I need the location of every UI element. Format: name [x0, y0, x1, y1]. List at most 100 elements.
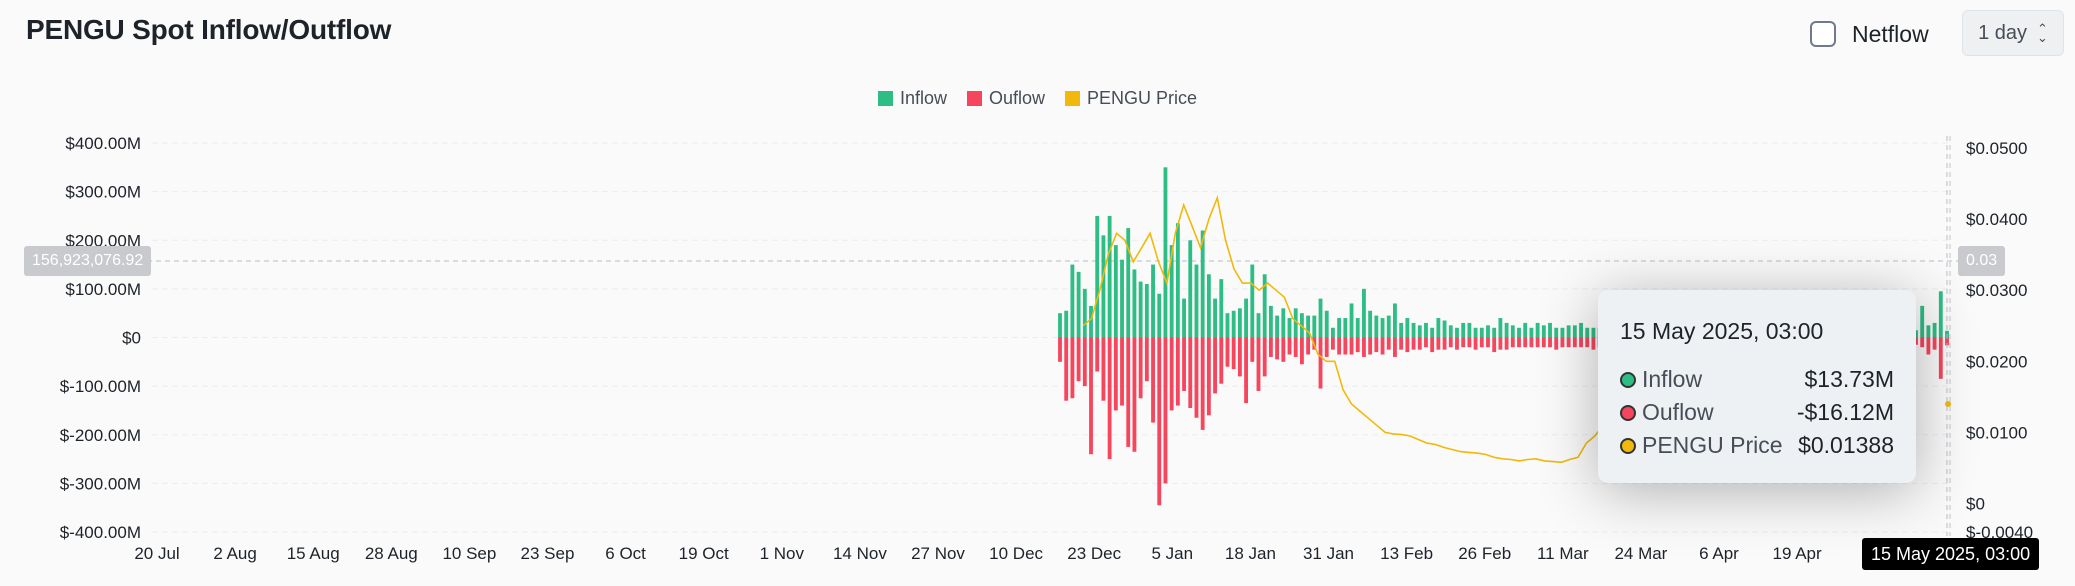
inflow-bar [1579, 322, 1583, 338]
inflow-bar [1380, 318, 1385, 338]
legend-item-inflow[interactable]: Inflow [877, 88, 947, 109]
outflow-bar [1510, 337, 1515, 348]
inflow-bar [1585, 327, 1590, 338]
x-tick-label: 23 Dec [1067, 544, 1121, 563]
chart-legend: Inflow Ouflow PENGU Price [0, 88, 2075, 109]
inflow-bar [1938, 291, 1943, 338]
outflow-bar [1436, 337, 1441, 350]
inflow-bar [1070, 264, 1075, 338]
tooltip-label-inflow: Inflow [1642, 366, 1703, 392]
inflow-bar [1926, 325, 1931, 338]
y-tick-label: $-200.00M [60, 426, 141, 445]
y-tick-label: $400.00M [65, 134, 141, 153]
outflow-bar [1523, 337, 1528, 348]
outflow-bar [1926, 337, 1931, 355]
outflow-bar [1293, 337, 1298, 357]
interval-value: 1 day [1978, 21, 2028, 44]
inflow-bar [1182, 298, 1186, 338]
y-tick-label: $300.00M [65, 183, 141, 202]
price-point [1166, 283, 1167, 284]
inflow-bar [1095, 215, 1100, 338]
inflow-bar [1430, 327, 1435, 338]
outflow-bar [1938, 337, 1943, 379]
inflow-bar [1275, 315, 1280, 338]
price-point [1460, 451, 1461, 452]
outflow-bar [1275, 337, 1280, 360]
outflow-bar [1411, 337, 1416, 350]
price-point [1200, 247, 1201, 248]
chevron-updown-icon: ⌃ ⌄ [2037, 21, 2048, 45]
tooltip-value-inflow: $13.73M [1804, 366, 1894, 392]
outflow-bar [1299, 337, 1304, 365]
inflow-bar [1126, 228, 1131, 338]
inflow-bar [1318, 298, 1323, 338]
outflow-bar [1219, 337, 1224, 384]
y2-tick-label: $0 [1966, 495, 1985, 514]
outflow-bar [1182, 337, 1186, 391]
price-point [1586, 443, 1587, 444]
price-point [1544, 460, 1545, 461]
x-tick-label: 10 Dec [989, 544, 1043, 563]
outflow-bar [1548, 337, 1552, 348]
price-point [1351, 403, 1352, 404]
y2-tick-label: $-0.0040 [1966, 523, 2033, 542]
outflow-bar [1175, 337, 1180, 406]
outflow-bar [1430, 337, 1435, 353]
price-point [1426, 443, 1427, 444]
outflow-bar [1579, 337, 1583, 348]
outflow-bar [1585, 337, 1590, 348]
outflow-bar [1200, 337, 1205, 430]
outflow-bar [1169, 337, 1174, 411]
price-point [1099, 290, 1100, 291]
inflow-bar [1244, 298, 1249, 338]
price-point [1418, 439, 1419, 440]
price-point [1208, 219, 1209, 220]
price-point [1502, 458, 1503, 459]
outflow-bar [1362, 337, 1366, 357]
legend-item-outflow[interactable]: Ouflow [966, 88, 1045, 109]
outflow-bar [1343, 337, 1348, 355]
price-point [1561, 462, 1562, 463]
outflow-bar [1268, 337, 1273, 357]
inflow-bar [1101, 235, 1106, 338]
inflow-bar [1386, 315, 1391, 338]
outflow-bar [1479, 337, 1484, 348]
outflow-bar [1231, 337, 1236, 370]
inflow-bar [1293, 308, 1298, 338]
inflow-bar [1225, 313, 1230, 338]
outflow-bar [1244, 337, 1249, 404]
outflow-bar [1467, 337, 1472, 348]
inflow-bar [1281, 308, 1286, 338]
inflow-bar [1572, 325, 1577, 338]
y2-tick-label: $0.0500 [1966, 139, 2027, 158]
outflow-bar [1144, 337, 1149, 382]
outflow-bar [1380, 337, 1385, 355]
netflow-toggle[interactable]: Netflow [1810, 17, 1929, 51]
inflow-bar [1175, 223, 1180, 338]
outflow-bar [1318, 337, 1323, 389]
outflow-bar [1151, 337, 1155, 423]
outflow-bar [1281, 337, 1286, 362]
price-point [1124, 240, 1125, 241]
interval-select[interactable]: 1 day ⌃ ⌄ [1962, 10, 2064, 56]
netflow-checkbox[interactable] [1810, 21, 1836, 47]
outflow-bar [1455, 337, 1459, 350]
price-point [1150, 233, 1151, 234]
outflow-bar [1287, 337, 1292, 355]
price-point [1267, 283, 1268, 284]
legend-swatch-inflow [877, 91, 893, 106]
inflow-bar [1331, 327, 1335, 338]
price-point [1242, 283, 1243, 284]
inflow-bar [1548, 322, 1552, 338]
y2-tick-label: $0.0300 [1966, 281, 2027, 300]
outflow-bar [1126, 337, 1131, 447]
inflow-bar [1399, 322, 1404, 338]
legend-item-price[interactable]: PENGU Price [1065, 88, 1197, 109]
price-point [1510, 459, 1511, 460]
inflow-bar [1355, 318, 1360, 338]
price-point [1485, 454, 1486, 455]
x-tick-label: 15 Aug [287, 544, 340, 563]
price-point [1116, 233, 1117, 234]
price-point [1527, 459, 1528, 460]
x-tick-label: 1 Nov [760, 544, 805, 563]
